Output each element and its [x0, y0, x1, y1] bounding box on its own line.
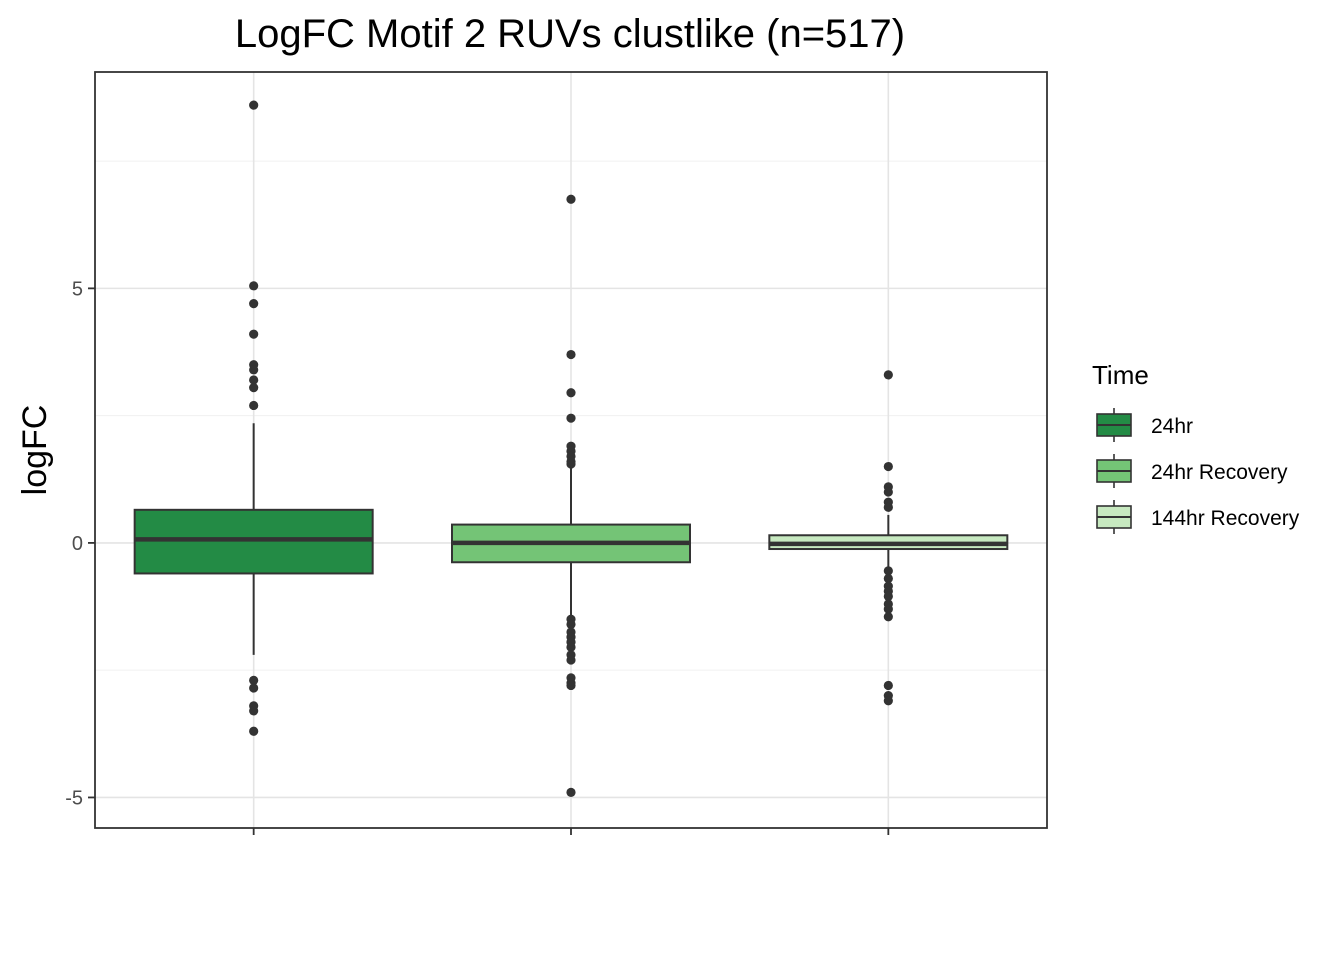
outlier-point: [249, 299, 259, 309]
legend-title: Time: [1092, 360, 1149, 390]
outlier-point: [566, 194, 576, 204]
outlier-point: [566, 619, 576, 629]
outlier-point: [883, 573, 893, 584]
outlier-point: [566, 388, 576, 398]
outlier-point: [883, 696, 893, 706]
box-group: [768, 370, 1009, 706]
legend-label: 24hr Recovery: [1151, 461, 1288, 484]
y-axis-title: logFC: [16, 405, 54, 496]
chart-title: LogFC Motif 2 RUVs clustlike (n=517): [235, 12, 905, 56]
outlier-point: [249, 329, 259, 339]
outlier-point: [883, 487, 893, 497]
outlier-point: [249, 281, 259, 291]
outlier-point: [566, 349, 576, 360]
axis-layer: -5 0 5: [65, 278, 890, 835]
boxes-layer: [133, 100, 1009, 797]
box-body: [133, 508, 374, 575]
outlier-point: [566, 655, 576, 665]
outlier-point: [566, 680, 576, 691]
outlier-point: [883, 591, 893, 601]
outlier-point: [883, 566, 893, 576]
outlier-point: [566, 787, 576, 797]
legend-item: 24hr Recovery: [1096, 454, 1288, 488]
outlier-point: [249, 365, 259, 375]
outlier-point: [883, 680, 893, 691]
outlier-point: [249, 683, 259, 693]
y-tick-label: 0: [72, 533, 83, 555]
outlier-point: [249, 375, 259, 385]
legend-item: 24hr: [1096, 408, 1193, 442]
box-group: [133, 100, 374, 736]
outlier-point: [883, 604, 893, 614]
legend-label: 144hr Recovery: [1151, 507, 1300, 530]
outlier-point: [566, 459, 576, 469]
outlier-point: [566, 642, 576, 652]
outlier-point: [883, 502, 893, 512]
outlier-point: [566, 413, 576, 423]
outlier-point: [249, 383, 259, 393]
y-tick-label: -5: [65, 787, 83, 809]
outlier-point: [249, 706, 259, 716]
legend-item: 144hr Recovery: [1096, 500, 1300, 534]
box-group: [451, 194, 691, 797]
outlier-point: [883, 612, 893, 622]
outlier-point: [249, 675, 259, 685]
y-tick-label: 5: [72, 278, 83, 300]
outlier-point: [883, 461, 893, 472]
outlier-point: [249, 400, 259, 411]
outlier-point: [883, 370, 893, 380]
outlier-point: [249, 726, 259, 736]
legend: Time 24hr 24hr Recovery 144hr Recovery: [1092, 360, 1300, 534]
legend-label: 24hr: [1151, 415, 1193, 438]
outlier-point: [249, 100, 259, 110]
